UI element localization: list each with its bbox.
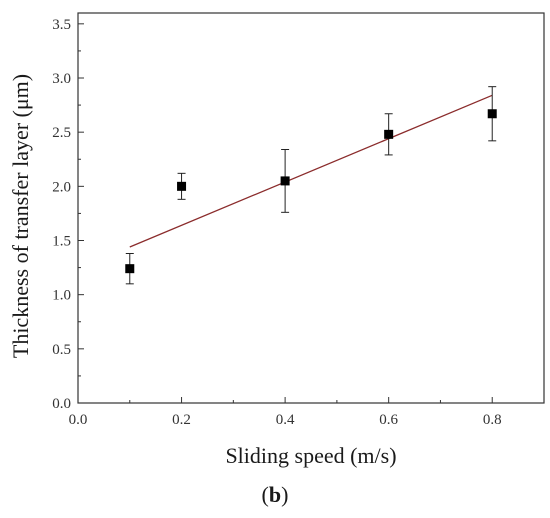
x-axis-ticks: 0.0 0.2 0.4 0.6 0.8 — [69, 397, 502, 428]
data-point — [125, 264, 135, 274]
plot-frame — [77, 12, 545, 404]
x-tick-label: 0.4 — [276, 412, 295, 428]
data-point — [280, 176, 290, 186]
y-tick-label: 0.5 — [52, 342, 71, 358]
data-point — [177, 181, 187, 191]
data-point — [487, 109, 497, 119]
panel-label: (b) — [262, 482, 289, 507]
y-tick-label: 1.0 — [52, 288, 71, 304]
panel-label-close: ) — [281, 482, 288, 507]
x-tick-label: 0.6 — [379, 412, 398, 428]
y-tick-label: 1.5 — [52, 234, 71, 250]
y-axis-ticks: 0.0 0.5 1.0 1.5 2.0 2.5 3.0 3.5 — [52, 17, 84, 412]
x-tick-label: 0.2 — [172, 412, 191, 428]
y-tick-label: 3.0 — [52, 71, 71, 87]
panel-label-letter: b — [269, 482, 281, 507]
x-tick-label: 0.8 — [483, 412, 502, 428]
x-tick-label: 0.0 — [69, 412, 88, 428]
fit-line-group — [129, 94, 493, 248]
y-tick-label: 3.5 — [52, 17, 71, 33]
x-axis-title: Sliding speed (m/s) — [225, 443, 396, 468]
y-tick-label: 2.5 — [52, 125, 71, 141]
linear-fit-line — [129, 94, 493, 248]
panel-label-open: ( — [262, 482, 269, 507]
y-axis-title: Thickness of transfer layer (μm) — [8, 74, 33, 358]
data-points-group — [125, 86, 497, 285]
y-tick-label: 2.0 — [52, 179, 71, 195]
y-tick-label: 0.0 — [52, 396, 71, 412]
data-point — [384, 129, 394, 139]
